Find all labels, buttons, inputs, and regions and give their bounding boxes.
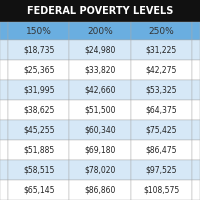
Text: $86,860: $86,860: [84, 186, 116, 194]
Bar: [8, 22, 69, 40]
Bar: [131, 40, 192, 60]
Bar: [0, 140, 8, 160]
Text: $86,475: $86,475: [146, 146, 177, 154]
Text: $33,820: $33,820: [84, 66, 116, 74]
Bar: [8, 80, 69, 100]
Bar: [192, 180, 200, 200]
Bar: [192, 60, 200, 80]
Text: 150%: 150%: [26, 26, 52, 36]
Bar: [8, 180, 69, 200]
Bar: [192, 160, 200, 180]
Bar: [0, 120, 8, 140]
Text: $18,735: $18,735: [23, 46, 54, 54]
Text: $31,225: $31,225: [146, 46, 177, 54]
Text: $45,255: $45,255: [23, 126, 54, 134]
Text: $58,515: $58,515: [23, 166, 54, 174]
Text: $75,425: $75,425: [146, 126, 177, 134]
Bar: [69, 100, 131, 120]
Bar: [69, 22, 131, 40]
Bar: [69, 140, 131, 160]
Text: $25,365: $25,365: [23, 66, 54, 74]
Bar: [192, 100, 200, 120]
Text: $108,575: $108,575: [143, 186, 179, 194]
Bar: [0, 0, 200, 22]
Text: FEDERAL POVERTY LEVELS: FEDERAL POVERTY LEVELS: [27, 6, 173, 16]
Bar: [69, 160, 131, 180]
Bar: [192, 80, 200, 100]
Bar: [0, 22, 8, 40]
Bar: [8, 100, 69, 120]
Text: $53,325: $53,325: [146, 86, 177, 95]
Bar: [8, 120, 69, 140]
Bar: [8, 40, 69, 60]
Bar: [69, 40, 131, 60]
Text: $42,275: $42,275: [146, 66, 177, 74]
Text: $65,145: $65,145: [23, 186, 54, 194]
Text: $97,525: $97,525: [146, 166, 177, 174]
Text: $64,375: $64,375: [146, 106, 177, 114]
Text: $51,500: $51,500: [84, 106, 116, 114]
Bar: [131, 140, 192, 160]
Bar: [192, 22, 200, 40]
Text: $24,980: $24,980: [84, 46, 116, 54]
Bar: [0, 160, 8, 180]
Bar: [131, 120, 192, 140]
Bar: [0, 80, 8, 100]
Bar: [131, 160, 192, 180]
Text: $51,885: $51,885: [23, 146, 54, 154]
Text: 250%: 250%: [148, 26, 174, 36]
Bar: [0, 60, 8, 80]
Bar: [8, 140, 69, 160]
Text: $60,340: $60,340: [84, 126, 116, 134]
Text: $69,180: $69,180: [84, 146, 116, 154]
Text: $38,625: $38,625: [23, 106, 54, 114]
Bar: [131, 60, 192, 80]
Bar: [69, 180, 131, 200]
Bar: [0, 40, 8, 60]
Bar: [192, 120, 200, 140]
Text: $31,995: $31,995: [23, 86, 54, 95]
Bar: [69, 60, 131, 80]
Bar: [192, 140, 200, 160]
Text: $42,660: $42,660: [84, 86, 116, 95]
Bar: [131, 22, 192, 40]
Bar: [192, 40, 200, 60]
Bar: [131, 100, 192, 120]
Bar: [69, 80, 131, 100]
Bar: [0, 100, 8, 120]
Bar: [8, 160, 69, 180]
Bar: [131, 180, 192, 200]
Bar: [69, 120, 131, 140]
Bar: [131, 80, 192, 100]
Bar: [0, 180, 8, 200]
Text: $78,020: $78,020: [84, 166, 116, 174]
Bar: [8, 60, 69, 80]
Text: 200%: 200%: [87, 26, 113, 36]
